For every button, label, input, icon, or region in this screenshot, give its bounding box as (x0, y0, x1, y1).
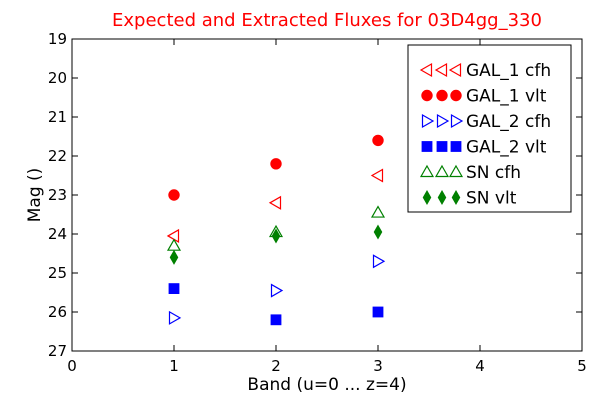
y-tick-label: 27 (48, 342, 67, 360)
y-tick-label: 20 (48, 69, 67, 87)
legend: GAL_1 cfh GAL_1 vlt GAL_2 cfh GAL_2 vlt SN c… (407, 44, 572, 213)
data-point-sn-vlt (169, 249, 179, 265)
data-point-sn-vlt (271, 228, 281, 244)
x-tick-label: 3 (373, 357, 383, 375)
data-point-gal-2-cfh (270, 283, 284, 298)
legend-marker-gal-1-vlt (450, 89, 462, 102)
data-point-gal-1-vlt (168, 189, 180, 201)
y-axis: 19 20 21 22 23 24 25 26 27 (48, 30, 582, 360)
data-point-sn-cfh (370, 205, 386, 218)
legend-box (407, 44, 572, 213)
legend-marker-sn-vlt (451, 189, 461, 206)
legend-marker-sn-vlt (422, 189, 432, 206)
chart-title: Expected and Extracted Fluxes for 03D4gg… (112, 10, 542, 31)
y-tick-label: 25 (48, 264, 67, 282)
legend-marker-gal-1-vlt (436, 89, 448, 102)
legend-label: SN vlt (466, 189, 517, 209)
x-tick-label: 5 (577, 357, 587, 375)
data-point-gal-2-vlt (372, 306, 384, 318)
legend-marker-gal-1-vlt (421, 89, 433, 102)
x-tick-label: 4 (475, 357, 485, 375)
legend-marker-sn-cfh (419, 164, 435, 178)
data-point-gal-2-vlt (270, 314, 282, 326)
y-axis-label: Mag () (25, 168, 45, 223)
legend-label: GAL_1 cfh (466, 61, 551, 81)
legend-label: GAL_2 cfh (466, 112, 551, 132)
legend-label: GAL_1 vlt (466, 87, 547, 107)
legend-label: GAL_2 vlt (466, 138, 547, 158)
data-markers (166, 134, 386, 326)
data-point-gal-1-cfh (166, 228, 180, 243)
legend-label: SN cfh (466, 163, 521, 183)
legend-marker-gal-2-cfh (421, 113, 435, 129)
data-point-gal-1-cfh (370, 168, 384, 183)
x-tick-label: 0 (67, 357, 77, 375)
data-point-gal-2-cfh (168, 310, 182, 325)
legend-marker-sn-cfh (434, 164, 450, 178)
y-tick-label: 19 (48, 30, 67, 48)
data-point-gal-2-cfh (372, 254, 386, 269)
legend-marker-gal-2-cfh (436, 113, 450, 129)
x-tick-label: 1 (169, 357, 179, 375)
data-point-gal-2-vlt (168, 283, 180, 294)
data-point-gal-1-cfh (268, 195, 282, 210)
y-tick-label: 23 (48, 186, 67, 204)
data-point-sn-vlt (373, 224, 383, 240)
legend-marker-sn-vlt (437, 189, 447, 206)
x-tick-label: 2 (271, 357, 281, 375)
legend-marker-gal-1-cfh (419, 62, 433, 78)
data-point-gal-1-vlt (372, 134, 384, 147)
data-point-gal-1-vlt (270, 158, 282, 170)
y-tick-label: 24 (48, 225, 67, 243)
legend-marker-gal-2-vlt (450, 141, 462, 152)
legend-marker-gal-2-vlt (421, 141, 433, 152)
legend-marker-gal-2-cfh (450, 113, 464, 129)
y-tick-label: 22 (48, 147, 67, 165)
y-tick-label: 21 (48, 108, 67, 126)
legend-marker-gal-1-cfh (434, 62, 448, 78)
x-axis: 0 1 2 3 4 5 (67, 39, 587, 375)
legend-marker-sn-cfh (448, 164, 464, 178)
legend-marker-gal-1-cfh (448, 62, 462, 78)
legend-marker-gal-2-vlt (436, 141, 448, 152)
x-axis-label: Band (u=0 ... z=4) (247, 375, 406, 395)
y-tick-label: 26 (48, 303, 67, 321)
